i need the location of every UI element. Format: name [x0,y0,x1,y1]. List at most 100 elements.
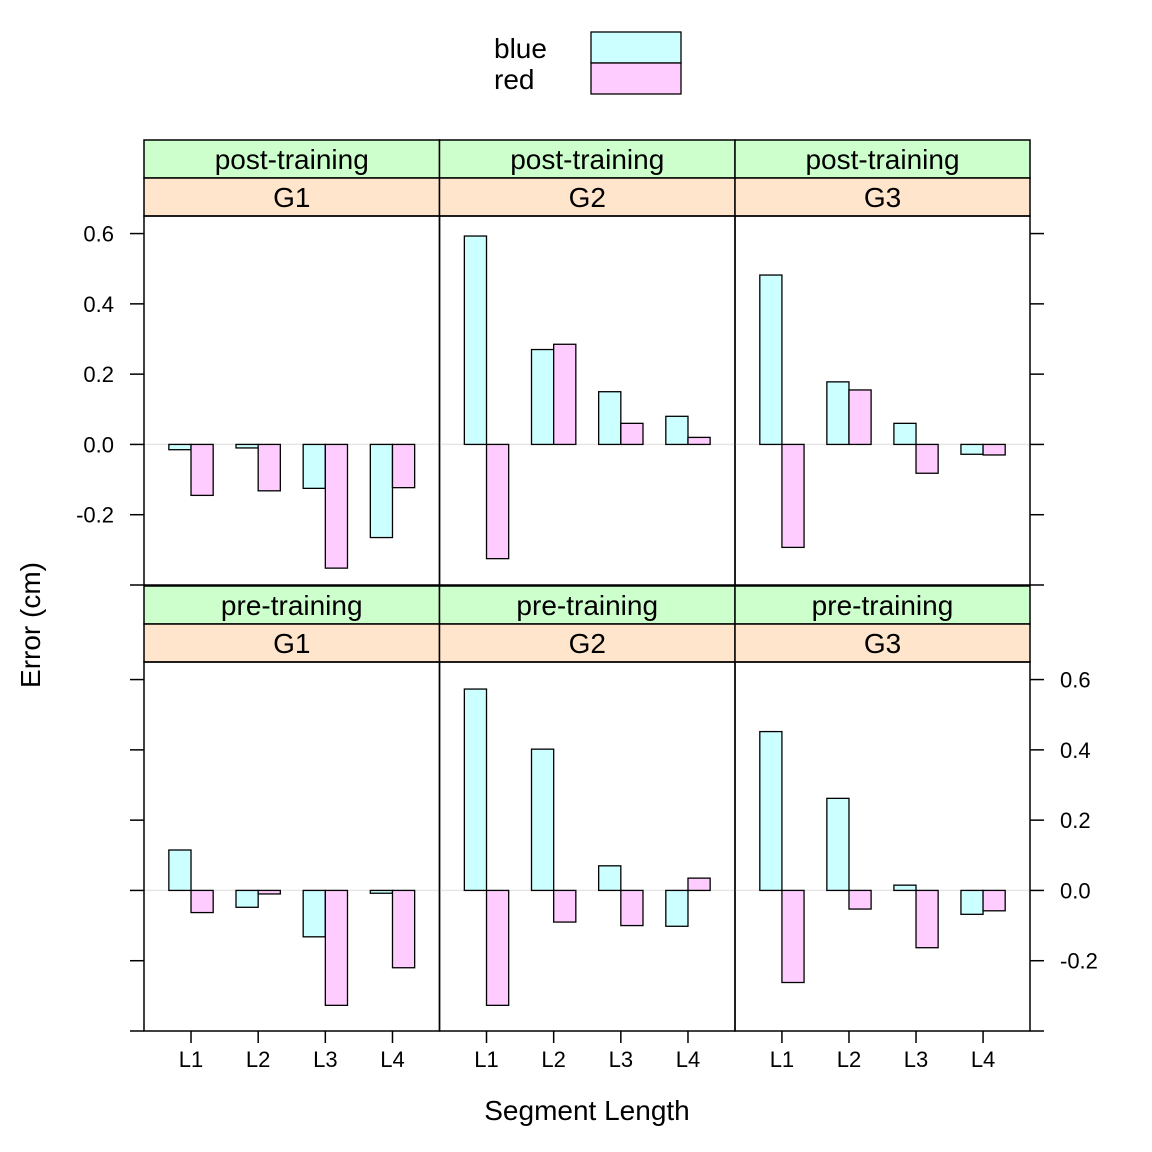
strip-condition [143,585,441,625]
bar-blue-l4 [369,443,394,539]
bar-blue-l2 [235,443,259,449]
bar-blue-l2 [826,381,850,446]
bar-blue-l1 [168,443,192,451]
y-tick-label: 0.0 [83,432,114,457]
bar-red-l1 [190,889,214,914]
strip-condition [438,139,736,179]
legend-swatch-blue [590,31,682,64]
bar-blue-l1 [759,274,783,446]
strip-condition-label: pre-training [516,590,658,621]
bar-red-l1 [485,889,510,1006]
y-tick-label: 0.4 [1060,738,1091,763]
x-tick-label: L1 [179,1047,203,1072]
bar-blue-l4 [960,889,984,915]
bar-blue-l2 [235,889,259,908]
x-tick-label: L3 [904,1047,928,1072]
x-tick-label: L2 [246,1047,270,1072]
x-tick-label: L4 [971,1047,995,1072]
y-axis-label: Error (cm) [15,562,46,688]
x-tick-label: L1 [770,1047,794,1072]
legend-swatch-red [590,62,682,95]
x-tick-label: L2 [541,1047,565,1072]
bar-red-l3 [915,889,939,949]
x-axis-label: Segment Length [484,1095,690,1126]
panel-post-training-g2: post-training G2 [438,139,736,586]
bar-blue-l4 [960,443,984,455]
strip-group-label: G3 [864,182,901,213]
panel-post-training-g1: post-training G1 -0.2 0.0 0.2 0.4 0.6 [76,139,441,586]
y-tick-label: -0.2 [76,503,114,528]
bar-red-l4 [982,443,1006,456]
bar-blue-l1 [168,849,192,892]
panel-pre-training-g2: pre-training G2 L1 L2 L3 L4 [438,585,736,1072]
bar-red-l3 [620,889,644,927]
bar-red-l3 [324,443,349,569]
y-tick-label: 0.6 [1060,668,1091,693]
bar-blue-l3 [302,443,326,490]
bar-red-l4 [687,436,711,446]
strip-condition [438,585,736,625]
strip-group-label: G1 [273,628,310,659]
strip-group-label: G3 [864,628,901,659]
strip-condition-label: pre-training [812,590,954,621]
strip-group-label: G1 [273,182,310,213]
y-tick-label: 0.0 [1060,878,1091,903]
bar-blue-l4 [665,415,689,446]
bar-red-l1 [485,443,510,560]
panel-pre-training-g1: pre-training G1 L1 L2 L3 L4 [130,585,441,1072]
strip-condition [734,585,1031,625]
y-tick-label: 0.2 [83,362,114,387]
strip-condition-label: post-training [510,144,664,175]
x-tick-label: L1 [474,1047,498,1072]
strip-group [438,177,736,217]
bar-red-l3 [324,889,349,1006]
bar-blue-l3 [893,422,917,446]
bar-blue-l2 [826,797,850,892]
bar-red-l2 [848,889,872,910]
bar-blue-l1 [463,688,488,892]
x-tick-label: L2 [837,1047,861,1072]
y-tick-label: 0.6 [83,222,114,247]
bar-red-l1 [190,443,214,497]
strip-condition-label: post-training [805,144,959,175]
bar-blue-l2 [530,348,555,446]
bar-red-l2 [553,889,577,923]
bar-blue-l3 [598,391,622,446]
panel-frame [734,215,1031,586]
bar-blue-l3 [302,889,326,938]
bar-blue-l3 [893,884,917,892]
bar-red-l2 [257,889,281,895]
bar-red-l1 [781,889,805,984]
x-tick-label: L4 [676,1047,700,1072]
bar-red-l3 [620,422,644,446]
strip-group [734,623,1031,663]
y-tick-label: -0.2 [1060,949,1098,974]
panel-pre-training-g3: pre-training G3 -0.2 0.0 0.2 0.4 0.6 L1 L2 L3 L4 [734,585,1098,1072]
x-tick-label: L3 [609,1047,633,1072]
x-tick-label: L3 [313,1047,337,1072]
strip-condition [734,139,1031,179]
bar-red-l2 [553,343,577,446]
panel-post-training-g3: post-training G3 [734,139,1044,586]
bar-red-l2 [848,389,872,446]
strip-condition-label: pre-training [221,590,363,621]
bar-red-l4 [391,889,416,969]
panel-frame [734,661,1031,1032]
legend-label-blue: blue [494,33,547,64]
y-tick-label: 0.2 [1060,808,1091,833]
y-tick-label: 0.4 [83,292,114,317]
panels: post-training G1 -0.2 0.0 0.2 0.4 0.6 post-trai… [76,139,1098,1072]
bar-red-l2 [257,443,281,492]
panel-frame [143,215,441,586]
strip-group-label: G2 [569,628,606,659]
strip-group [734,177,1031,217]
bar-red-l4 [687,877,711,892]
bar-blue-l3 [598,865,622,892]
legend-label-red: red [494,64,534,95]
strip-group [143,177,441,217]
panel-frame [143,661,441,1032]
bar-red-l4 [391,443,416,489]
bar-blue-l2 [530,748,555,892]
x-tick-label: L4 [380,1047,404,1072]
